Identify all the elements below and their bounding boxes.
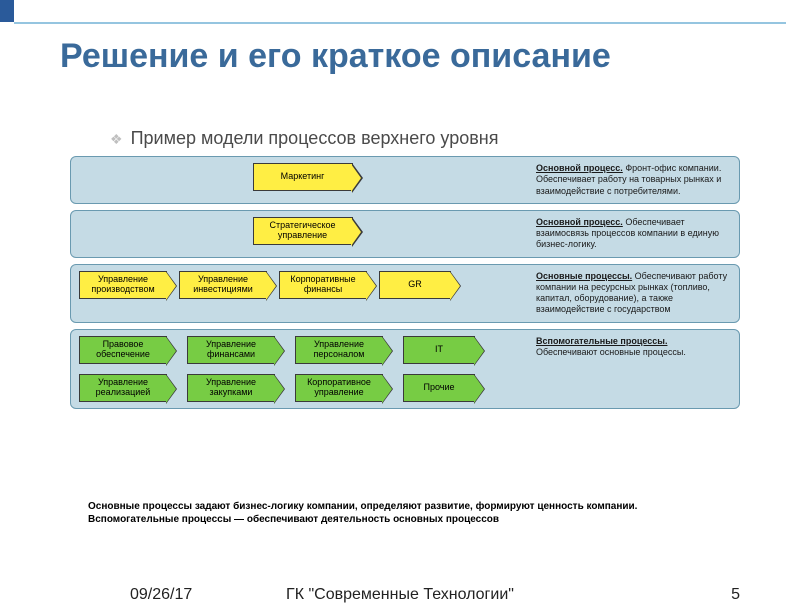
chevron-label: IT [435, 345, 443, 355]
footer-page: 5 [731, 586, 740, 604]
chevron-label: Управление закупками [194, 378, 268, 398]
process-chevron: Управление закупками [187, 374, 275, 402]
panel-description-head: Основные процессы. [536, 271, 632, 281]
panel-shapes: Стратегическое управление [79, 217, 526, 245]
panel-description-head: Основной процесс. [536, 217, 623, 227]
process-chevron: Управление финансами [187, 336, 275, 364]
process-chevron: IT [403, 336, 475, 364]
panel-shapes: Маркетинг [79, 163, 526, 191]
process-panel: Стратегическое управление Основной процес… [70, 210, 740, 258]
chevron-label: Корпоративные финансы [286, 275, 360, 295]
panel-description: Основной процесс. Фронт-офис компании. О… [536, 163, 731, 197]
accent-bar [0, 0, 14, 22]
panel-shapes: Правовое обеспечение Управление финансами… [79, 336, 526, 402]
chevron-label: Управление персоналом [302, 340, 376, 360]
process-chevron: Управление производством [79, 271, 167, 299]
process-chevron: Прочие [403, 374, 475, 402]
chevron-label: Прочие [423, 383, 454, 393]
process-chevron: Правовое обеспечение [79, 336, 167, 364]
title-divider [14, 22, 786, 24]
panel-description-head: Основной процесс. [536, 163, 623, 173]
chevron-label: Стратегическое управление [260, 221, 346, 241]
footer-org: ГК "Современные Технологии" [270, 586, 530, 604]
chevron-label: Маркетинг [281, 172, 325, 182]
diagram-caption: Основные процессы задают бизнес-логику к… [88, 500, 708, 526]
slide-subtitle: Пример модели процессов верхнего уровня [110, 128, 498, 149]
chevron-label: Корпоративное управление [302, 378, 376, 398]
chevron-label: GR [408, 280, 422, 290]
chevron-label: Правовое обеспечение [86, 340, 160, 360]
panel-shapes: Управление производством Управление инвес… [79, 271, 526, 299]
panel-description: Основной процесс. Обеспечивает взаимосвя… [536, 217, 731, 251]
panel-description-head: Вспомогательные процессы. [536, 336, 667, 346]
process-chevron: Управление персоналом [295, 336, 383, 364]
process-chevron: Управление реализацией [79, 374, 167, 402]
process-chevron: Корпоративное управление [295, 374, 383, 402]
panel-description-body: Обеспечивают основные процессы. [536, 347, 686, 357]
process-chevron: Управление инвестициями [179, 271, 267, 299]
chevron-label: Управление инвестициями [186, 275, 260, 295]
panel-description: Вспомогательные процессы. Обеспечивают о… [536, 336, 731, 359]
process-chevron: Маркетинг [253, 163, 353, 191]
process-chevron: Стратегическое управление [253, 217, 353, 245]
chevron-label: Управление финансами [194, 340, 268, 360]
process-diagram: Маркетинг Основной процесс. Фронт-офис ко… [70, 156, 740, 415]
chevron-label: Управление производством [86, 275, 160, 295]
process-panel: Правовое обеспечение Управление финансами… [70, 329, 740, 409]
process-panel: Маркетинг Основной процесс. Фронт-офис ко… [70, 156, 740, 204]
panel-description: Основные процессы. Обеспечивают работу к… [536, 271, 731, 316]
footer-date: 09/26/17 [130, 586, 192, 604]
process-chevron: GR [379, 271, 451, 299]
process-chevron: Корпоративные финансы [279, 271, 367, 299]
chevron-label: Управление реализацией [86, 378, 160, 398]
slide-title: Решение и его краткое описание [60, 36, 611, 77]
process-panel: Управление производством Управление инвес… [70, 264, 740, 323]
